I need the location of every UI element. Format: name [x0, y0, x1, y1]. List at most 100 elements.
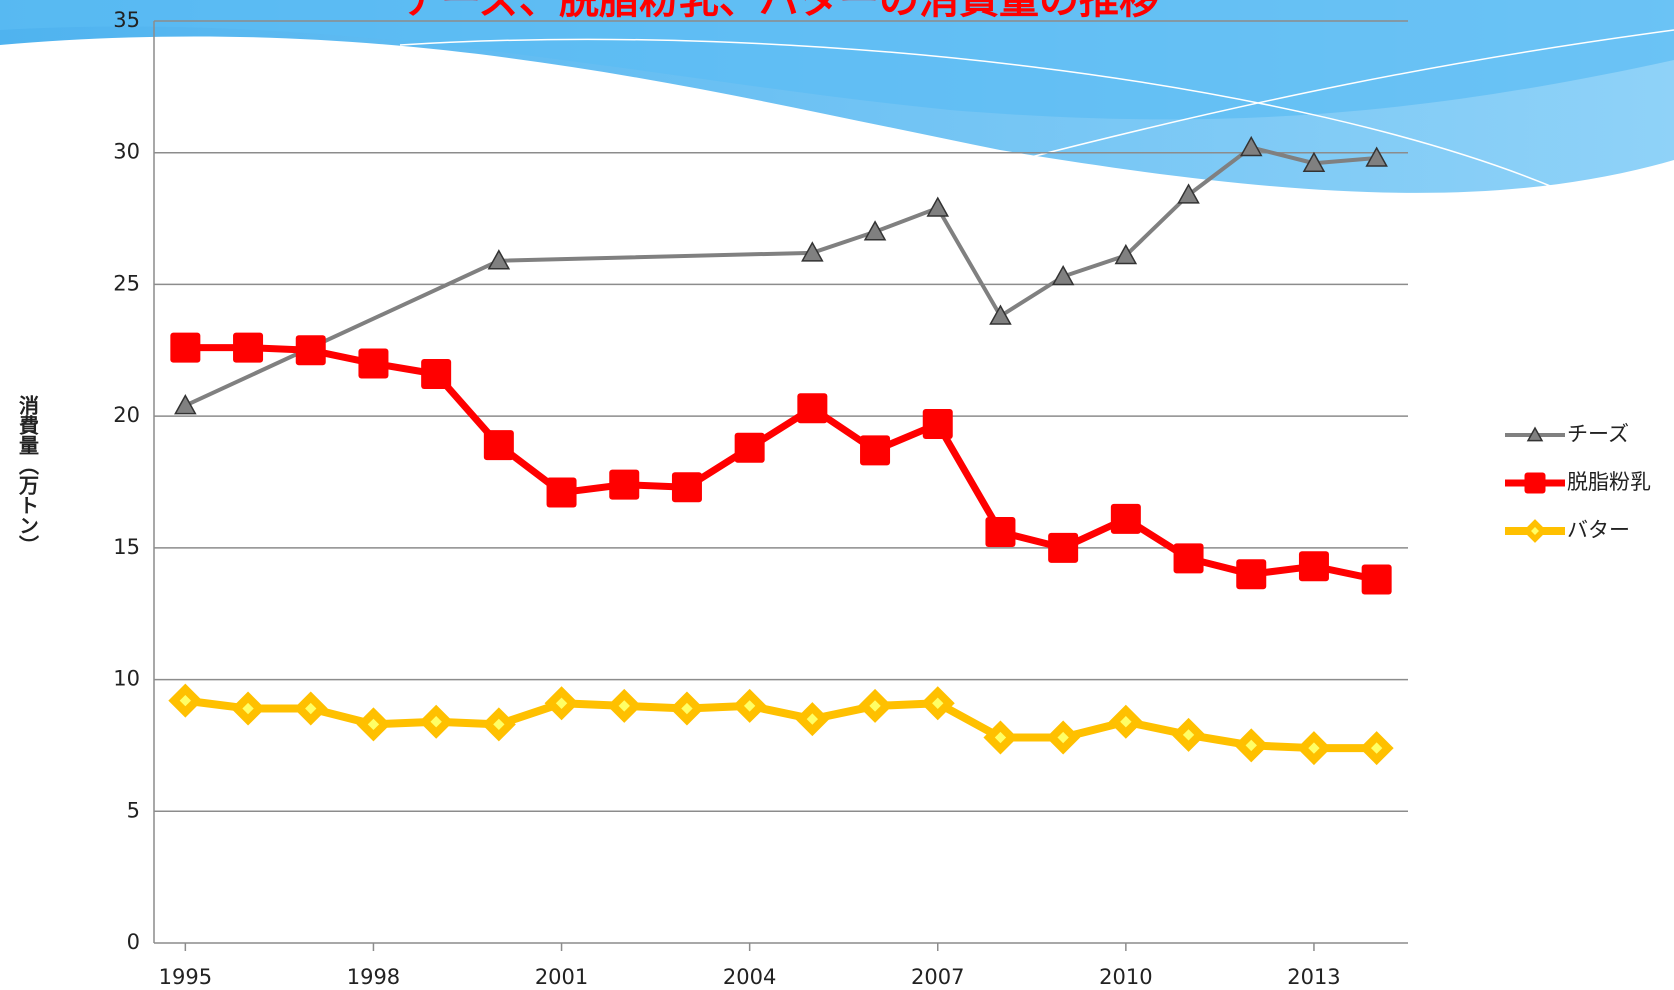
marker	[1234, 728, 1269, 763]
x-tick-label: 2013	[1287, 965, 1340, 989]
marker	[1173, 543, 1204, 574]
marker	[671, 472, 702, 503]
marker-inner	[994, 731, 1007, 744]
marker	[546, 477, 577, 508]
marker	[863, 220, 887, 241]
marker-inner	[242, 702, 254, 715]
marker	[358, 348, 389, 379]
marker	[1298, 551, 1329, 582]
marker	[1523, 519, 1547, 543]
marker	[1114, 243, 1138, 265]
marker	[174, 394, 197, 415]
marker	[797, 393, 828, 424]
marker	[1361, 564, 1392, 595]
marker	[487, 249, 511, 270]
x-tick-label: 1998	[347, 965, 400, 989]
marker	[481, 707, 516, 742]
marker	[1359, 731, 1394, 766]
marker	[1302, 151, 1326, 173]
marker	[1046, 720, 1081, 755]
y-tick-label: 35	[113, 8, 140, 32]
marker	[669, 691, 704, 726]
marker-inner	[1370, 742, 1383, 754]
marker	[920, 686, 955, 721]
legend-label: 脱脂粉乳	[1567, 470, 1651, 494]
marker-inner	[806, 713, 819, 725]
marker-inner	[1531, 527, 1539, 535]
marker	[1171, 717, 1206, 752]
marker-inner	[305, 702, 317, 715]
marker	[295, 335, 326, 366]
marker	[858, 688, 893, 723]
marker	[609, 469, 640, 500]
marker	[607, 688, 642, 723]
marker-inner	[869, 700, 881, 712]
x-tick-label: 2010	[1099, 965, 1152, 989]
marker-inner	[367, 718, 380, 731]
y-tick-label: 25	[113, 271, 140, 295]
x-tick-label: 2004	[723, 965, 776, 989]
marker	[1296, 731, 1331, 766]
marker	[1177, 183, 1200, 204]
marker	[1108, 704, 1143, 739]
x-tick-label: 1995	[159, 965, 212, 989]
marker	[1051, 264, 1075, 286]
y-tick-label: 30	[113, 140, 140, 164]
marker	[734, 432, 765, 463]
marker	[989, 304, 1012, 325]
marker	[922, 409, 953, 440]
marker-inner	[743, 700, 756, 712]
marker-inner	[1245, 739, 1257, 752]
y-axis-label: 消費量（万トン）	[16, 394, 40, 555]
marker	[170, 332, 201, 363]
marker	[1236, 559, 1267, 590]
background-wave	[0, 0, 1674, 120]
chart-title: チーズ、脱脂粉乳、バターの消費量の推移	[401, 0, 1159, 23]
marker-inner	[932, 697, 944, 709]
marker	[1239, 135, 1263, 157]
marker	[1048, 532, 1079, 563]
marker-inner	[179, 694, 192, 707]
background-line	[399, 38, 1561, 191]
marker-inner	[1308, 742, 1320, 754]
y-tick-label: 15	[113, 535, 140, 559]
marker-inner	[1057, 731, 1069, 744]
marker-inner	[493, 718, 505, 731]
marker	[983, 720, 1018, 755]
marker	[1365, 146, 1388, 167]
marker	[860, 435, 891, 466]
marker	[1110, 503, 1141, 534]
series-line	[184, 145, 1377, 408]
marker	[231, 691, 266, 726]
background-line	[999, 29, 1674, 166]
marker	[483, 430, 514, 461]
marker	[926, 196, 950, 217]
marker	[419, 704, 454, 739]
marker	[421, 358, 452, 389]
marker-inner	[1182, 729, 1195, 741]
y-tick-label: 5	[127, 798, 140, 822]
legend-label: バター	[1567, 518, 1630, 542]
marker	[732, 688, 767, 723]
marker	[1526, 426, 1544, 442]
marker	[801, 241, 824, 262]
x-tick-label: 2007	[911, 965, 964, 989]
legend-label: チーズ	[1567, 422, 1629, 446]
y-tick-label: 20	[113, 403, 140, 427]
plot-area: 0 5 10 15 20 25 30 35 1995 1998 2001 2004 2007 2010 20…	[113, 8, 1651, 989]
marker	[985, 517, 1016, 548]
marker	[795, 702, 830, 737]
marker-inner	[681, 702, 693, 715]
marker-inner	[1120, 716, 1132, 728]
marker-inner	[430, 716, 442, 728]
marker-inner	[618, 700, 630, 712]
marker-inner	[555, 697, 568, 709]
marker	[544, 686, 579, 721]
marker	[356, 707, 391, 742]
y-tick-label: 10	[113, 667, 140, 691]
marker	[168, 683, 203, 718]
marker	[233, 332, 264, 363]
marker	[1524, 472, 1546, 494]
